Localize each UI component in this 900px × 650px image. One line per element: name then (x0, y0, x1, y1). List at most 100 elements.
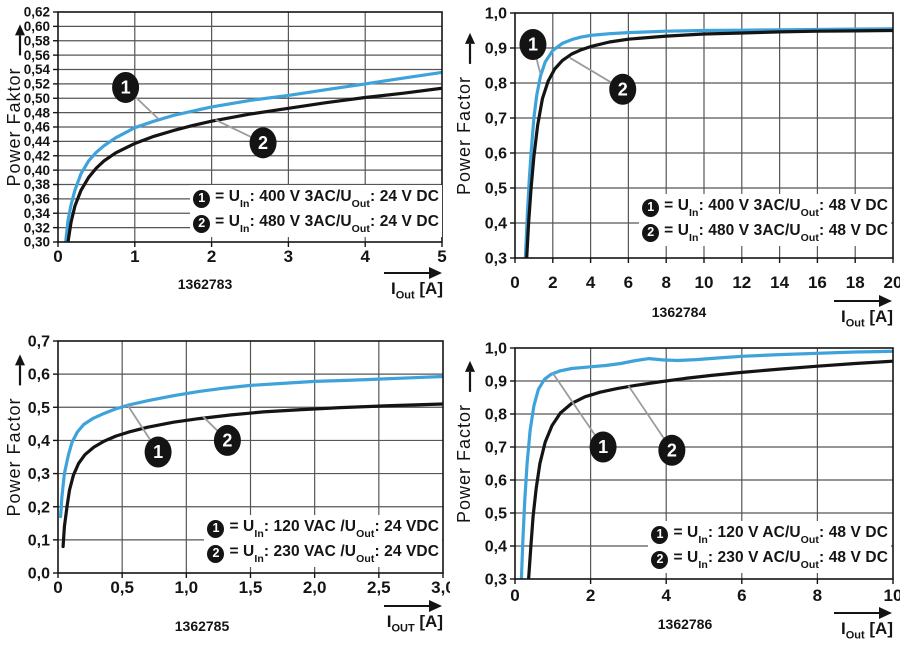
legend-text: = UIn: 120 V AC/UOut: 48 V DC (673, 524, 888, 547)
curve-series-2 (525, 28, 893, 258)
y-tick-label: 0,9 (485, 41, 507, 58)
legend: 1 = UIn: 120 V AC/UOut: 48 V DC 2 = UIn: 23… (648, 521, 891, 573)
y-tick-label: 0,36 (24, 192, 51, 207)
tick-marks (510, 347, 894, 584)
callout-number: 1 (528, 35, 538, 55)
plot-border (514, 12, 894, 259)
x-tick-label: 2,0 (303, 578, 327, 597)
callout-number: 2 (618, 79, 628, 99)
y-axis-arrow-head (15, 24, 25, 36)
chart-power-factor-400-480v-24vdc: 0 1 2 3 4 5 0,62 0,60 0,58 0,56 0,54 0,52 0,50 0,48 0,… (0, 0, 450, 335)
x-axis-arrow-icon (834, 295, 892, 307)
y-tick-label: 0,8 (485, 407, 507, 424)
x-tick-label: 0 (53, 247, 62, 266)
chart-power-factor-120-230v-24vdc: 0 0,5 1,0 1,5 2,0 2,5 3,0 0,7 0,6 0,5 0,4 0,3 0,2 0,1… (0, 335, 450, 650)
legend: 1 = UIn: 400 V 3AC/UOut: 24 V DC 2 = UIn: 4… (190, 185, 442, 237)
x-tick-label: 4 (360, 247, 370, 266)
y-tick-label: 0,7 (485, 440, 507, 457)
legend-marker: 1 (207, 519, 225, 538)
y-tick-label: 0,4 (28, 433, 50, 450)
x-tick-label: 14 (770, 273, 789, 292)
y-tick-label: 0,5 (485, 181, 507, 198)
plot-border (57, 340, 444, 574)
chart-power-factor-120-230v-48vdc: 0 2 4 6 8 10 1,0 0,9 0,8 0,7 0,6 0,5 0,4 0,3 1 2 Power F… (450, 335, 900, 650)
x-tick-label: 16 (808, 273, 827, 292)
x-tick-label: 2,5 (367, 578, 391, 597)
tick-marks (53, 340, 444, 578)
callout-marker (112, 71, 140, 103)
x-tick-label: 4 (661, 586, 671, 605)
x-tick-label: 2 (207, 247, 216, 266)
callout-number: 1 (121, 77, 131, 97)
callout-marker (249, 127, 277, 159)
legend-text: = UIn: 400 V 3AC/UOut: 48 V DC (664, 197, 888, 220)
y-tick-label: 0,6 (485, 146, 507, 163)
y-tick-label: 0,52 (24, 77, 50, 92)
x-tick-label: 10 (884, 586, 900, 605)
y-axis-title: Power Faktor (4, 67, 24, 186)
y-tick-label: 1,0 (485, 6, 507, 23)
y-tick-labels: 1,0 0,9 0,8 0,7 0,6 0,5 0,4 0,3 (485, 6, 507, 268)
curves (523, 27, 893, 258)
y-tick-label: 1,0 (485, 341, 507, 358)
x-axis-subscript: Out (845, 629, 865, 642)
y-tick-label: 0,0 (28, 566, 50, 583)
y-tick-label: 0,54 (24, 62, 51, 77)
curve-series-1 (519, 349, 893, 579)
legend-marker: 1 (642, 198, 660, 217)
plot-canvas: 0 2 4 6 8 10 12 14 16 18 201,00,90,80,70,60,50,40,… (454, 6, 900, 292)
y-axis-arrow-head (465, 360, 475, 372)
x-axis-title: IOut [A] (834, 607, 893, 641)
callout-number: 2 (222, 430, 232, 450)
y-tick-label: 0,34 (24, 206, 51, 221)
y-axis-arrow-head (15, 354, 25, 366)
y-tick-label: 0,9 (485, 374, 507, 391)
legend-text: = UIn: 480 V 3AC/UOut: 24 V DC (215, 213, 439, 236)
legend-marker: 2 (193, 214, 211, 233)
curve-series-1 (64, 70, 442, 242)
callout-marker (609, 73, 637, 105)
plot-canvas: 0 1 2 3 4 50,620,600,580,560,540,520,500,480,… (4, 5, 447, 266)
y-tick-label: 0,40 (24, 163, 50, 178)
legend-entry: 1 = UIn: 400 V 3AC/UOut: 48 V DC (642, 195, 888, 220)
legend-text: = UIn: 120 VAC /UOut: 24 VDC (229, 518, 439, 541)
callout-marker (658, 434, 686, 466)
figure-id: 1362786 (657, 616, 713, 632)
y-tick-label: 0,3 (485, 572, 507, 589)
x-tick-label: 0 (53, 578, 62, 597)
callout-marker (213, 424, 241, 456)
x-axis-symbol: I (840, 307, 846, 326)
x-axis-subscript: Out (395, 289, 415, 302)
y-tick-label: 0,38 (24, 177, 51, 192)
x-tick-label: 2 (586, 586, 595, 605)
x-tick-label: 1,5 (239, 578, 263, 597)
callout-number: 1 (598, 437, 608, 457)
curves (59, 374, 443, 549)
y-tick-label: 0,4 (485, 539, 507, 556)
y-tick-label: 0,1 (28, 532, 50, 549)
y-tick-label: 0,30 (24, 235, 50, 250)
x-tick-label: 3 (284, 247, 293, 266)
curve-series-2 (61, 402, 443, 549)
y-tick-label: 0,50 (24, 91, 50, 106)
y-tick-label: 0,62 (24, 5, 50, 20)
x-axis-title: IOut [A] (834, 295, 893, 329)
legend-entry: 1 = UIn: 120 VAC /UOut: 24 VDC (207, 516, 439, 541)
callout-leader-line (552, 372, 604, 448)
y-axis-title: Power Factor (4, 397, 24, 516)
x-axis-symbol: I (390, 279, 396, 298)
x-axis-title-text: IOut [A] (841, 619, 893, 641)
y-tick-label: 0,6 (485, 473, 507, 490)
x-tick-label: 6 (624, 273, 633, 292)
y-tick-label: 0,7 (28, 335, 50, 351)
x-tick-label: 18 (846, 273, 865, 292)
curve-series-2 (66, 86, 442, 242)
y-tick-label: 0,32 (24, 220, 50, 235)
legend-marker: 2 (651, 550, 669, 569)
x-axis-title: IOut [A] (384, 267, 443, 302)
x-axis-unit: [A] (414, 279, 443, 298)
y-tick-label: 0,7 (485, 111, 507, 128)
x-axis-arrow-icon (834, 607, 892, 619)
legend-marker: 2 (642, 223, 660, 242)
callout-number: 1 (153, 442, 163, 462)
